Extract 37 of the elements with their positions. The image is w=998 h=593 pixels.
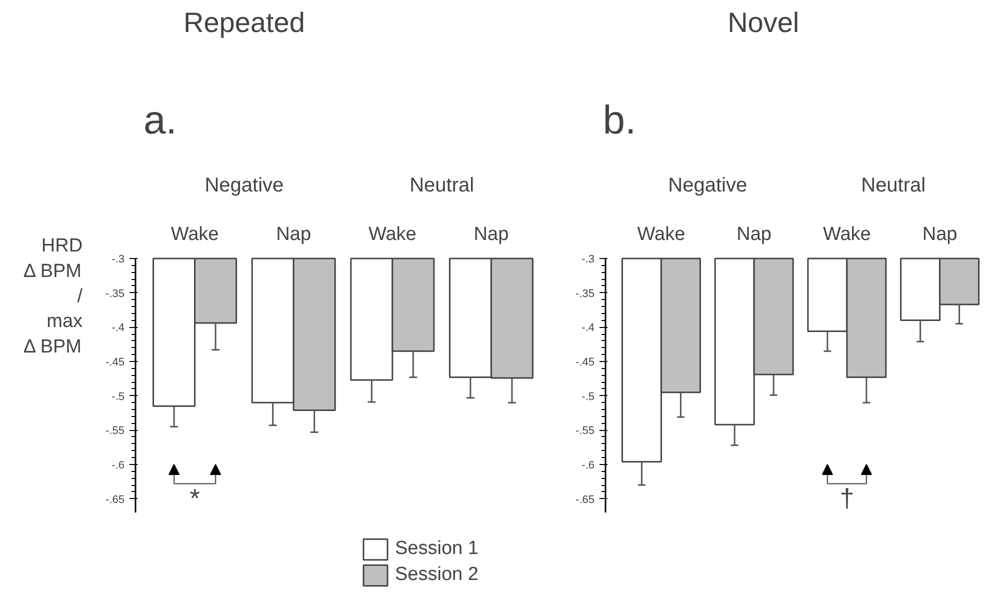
text: Negative [204,174,284,196]
y-tick-label: -.6 [112,459,125,472]
chart-subtitle: b. [602,98,636,142]
y-tick-label: -.65 [106,494,125,506]
y-tick-label: -.35 [106,288,125,300]
y-tick-label: -.35 [576,288,595,300]
text: Negative [668,174,748,196]
y-tick-label: -.4 [582,322,595,334]
x-tick-label: Nap [276,224,312,245]
y-tick-label: -.45 [106,356,125,368]
y-tick-label: -.65 [576,494,595,506]
y-tick-label: -.6 [582,459,595,472]
x-tick-label: Wake [170,224,219,245]
annotation: * [190,483,200,514]
y-tick-label: -.55 [576,425,595,438]
chart-title: Repeated [183,7,305,38]
x-tick-label: Nap [736,224,772,245]
legend-label: Session 1 [395,538,478,560]
x-tick-label: Nap [922,224,958,245]
text: Neutral [410,174,474,196]
y-axis-title: HRD Δ BPM / max Δ BPM [23,236,84,358]
y-tick-label: -.4 [112,322,125,334]
y-tick-label: -.45 [576,356,595,368]
x-tick-label: Wake [637,224,686,245]
y-tick-label: -.3 [582,254,595,266]
chart-subtitle: a. [144,98,177,142]
legend-label: Session 2 [395,564,478,586]
y-tick-label: -.55 [106,425,125,438]
x-tick-label: Nap [474,224,509,245]
x-tick-label: Wake [823,224,871,245]
text: Neutral [861,174,926,196]
chart-title: Novel [728,7,800,38]
y-tick-label: -.5 [112,390,125,403]
y-tick-label: -.3 [112,254,125,266]
x-tick-label: Wake [368,224,416,245]
annotation: † [840,483,854,514]
y-tick-label: -.5 [582,390,595,403]
